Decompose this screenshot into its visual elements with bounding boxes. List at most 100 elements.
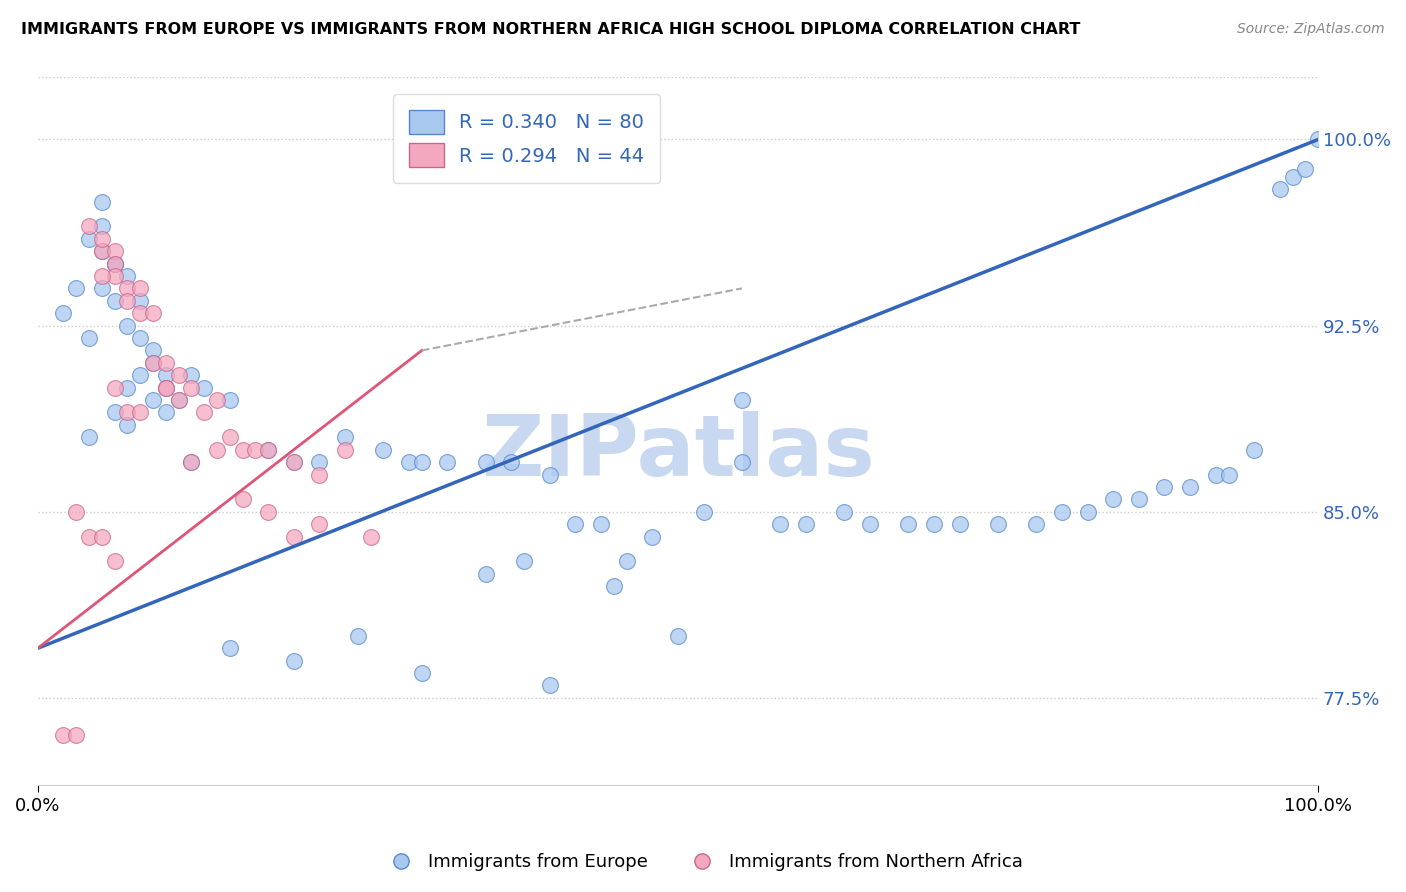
Point (142, 356, 165, 370)
Point (77, 219, 100, 234)
Point (142, 393, 165, 408)
Point (436, 455, 458, 469)
Point (232, 442, 254, 457)
Point (117, 281, 139, 295)
Point (769, 517, 792, 532)
Legend: R = 0.340   N = 80, R = 0.294   N = 44: R = 0.340 N = 80, R = 0.294 N = 44 (394, 95, 659, 183)
Point (103, 268, 125, 283)
Point (52, 306, 75, 320)
Point (103, 256, 125, 270)
Point (333, 442, 356, 457)
Point (1025, 517, 1047, 532)
Point (117, 405, 139, 419)
Point (360, 530, 382, 544)
Point (283, 654, 305, 668)
Point (949, 517, 972, 532)
Point (142, 356, 165, 370)
Point (117, 268, 139, 283)
Point (257, 442, 280, 457)
Point (245, 442, 267, 457)
Point (90, 244, 112, 259)
Point (90, 268, 112, 283)
Point (591, 517, 613, 532)
Point (103, 554, 125, 568)
Point (1268, 182, 1291, 196)
Point (65, 281, 87, 295)
Point (90, 244, 112, 259)
Point (1102, 492, 1125, 507)
Point (218, 393, 240, 408)
Point (398, 455, 420, 469)
Point (283, 455, 305, 469)
Point (501, 455, 523, 469)
Point (167, 393, 190, 408)
Point (257, 442, 280, 457)
Point (155, 381, 177, 395)
Point (513, 554, 536, 568)
Point (897, 517, 920, 532)
Point (90, 232, 112, 246)
Point (205, 393, 228, 408)
Point (205, 442, 228, 457)
Point (77, 430, 100, 444)
Point (603, 579, 626, 593)
Point (1218, 467, 1240, 482)
Point (218, 430, 240, 444)
Text: Source: ZipAtlas.com: Source: ZipAtlas.com (1237, 22, 1385, 37)
Point (794, 517, 817, 532)
Point (1178, 480, 1201, 494)
Point (475, 566, 498, 581)
Point (333, 430, 356, 444)
Point (308, 467, 330, 482)
Point (117, 381, 139, 395)
Text: ZIPatlas: ZIPatlas (481, 411, 875, 494)
Point (155, 368, 177, 383)
Point (129, 281, 152, 295)
Point (180, 368, 202, 383)
Point (411, 666, 433, 681)
Point (193, 381, 215, 395)
Point (65, 505, 87, 519)
Point (538, 467, 561, 482)
Point (117, 417, 139, 432)
Point (1243, 442, 1265, 457)
Point (538, 678, 561, 692)
Point (1281, 169, 1303, 184)
Point (987, 517, 1010, 532)
Point (641, 530, 664, 544)
Point (308, 455, 330, 469)
Point (232, 492, 254, 507)
Point (193, 405, 215, 419)
Point (346, 629, 368, 643)
Point (666, 629, 689, 643)
Point (77, 530, 100, 544)
Point (1050, 505, 1073, 519)
Point (731, 393, 754, 408)
Point (475, 455, 498, 469)
Text: IMMIGRANTS FROM EUROPE VS IMMIGRANTS FROM NORTHERN AFRICA HIGH SCHOOL DIPLOMA CO: IMMIGRANTS FROM EUROPE VS IMMIGRANTS FRO… (21, 22, 1080, 37)
Point (218, 641, 240, 656)
Point (373, 442, 395, 457)
Point (1077, 505, 1099, 519)
Point (77, 232, 100, 246)
Point (52, 728, 75, 742)
Point (90, 194, 112, 209)
Point (129, 293, 152, 308)
Point (155, 405, 177, 419)
Point (103, 381, 125, 395)
Point (1205, 467, 1227, 482)
Point (129, 331, 152, 345)
Point (65, 728, 87, 742)
Point (180, 455, 202, 469)
Point (117, 318, 139, 333)
Point (180, 381, 202, 395)
Point (77, 331, 100, 345)
Point (103, 256, 125, 270)
Point (167, 393, 190, 408)
Point (564, 517, 586, 532)
Point (411, 455, 433, 469)
Point (103, 256, 125, 270)
Point (283, 530, 305, 544)
Point (1128, 492, 1150, 507)
Point (922, 517, 945, 532)
